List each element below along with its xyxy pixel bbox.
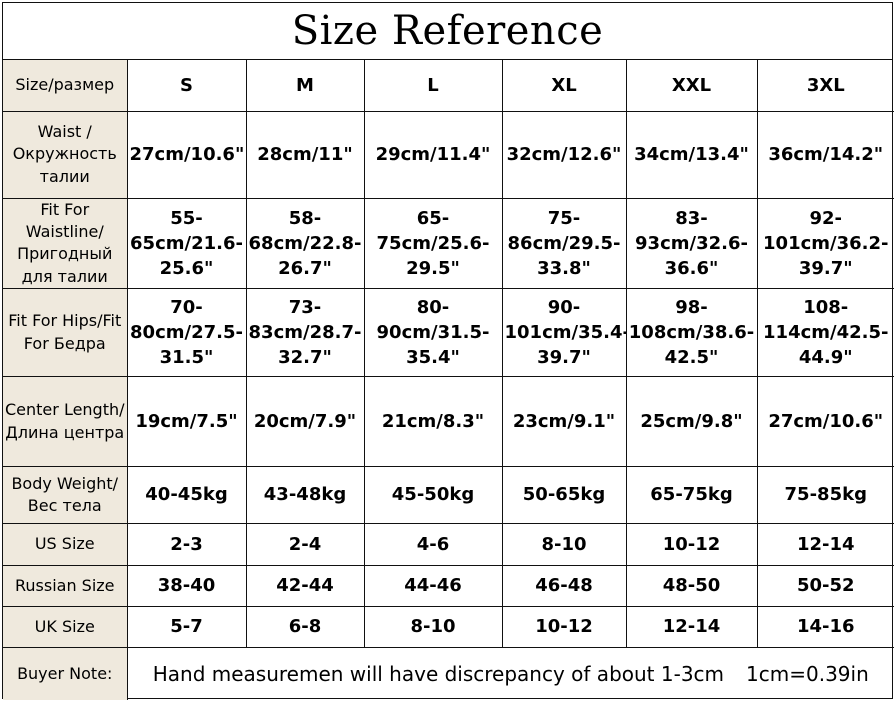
cell: 108-114cm/42.5-44.9" — [756, 288, 894, 378]
cell: 28cm/11" — [245, 110, 365, 199]
row-label-russian-size: Russian Size — [3, 565, 128, 608]
size-header-3xl: 3XL — [756, 60, 894, 112]
cell: 27cm/10.6" — [756, 376, 894, 468]
cell: 20cm/7.9" — [245, 376, 365, 468]
cell: 45-50kg — [363, 466, 503, 525]
cell: 27cm/10.6" — [126, 110, 247, 199]
cell: 21cm/8.3" — [363, 376, 503, 468]
cell: 29cm/11.4" — [363, 110, 503, 199]
chart-title: Size Reference — [3, 3, 892, 60]
cell: 10-12 — [625, 523, 758, 567]
table-row-us-size: US Size 2-3 2-4 4-6 8-10 10-12 12-14 — [3, 523, 894, 567]
table-row-buyer-note: Buyer Note: Hand measuremen will have di… — [3, 647, 894, 700]
cell: 25cm/9.8" — [625, 376, 758, 468]
size-table: Size/размер S M L XL XXL 3XL Waist /Окру… — [3, 60, 894, 700]
buyer-note: Hand measuremen will have discrepancy of… — [126, 647, 894, 700]
cell: 40-45kg — [126, 466, 247, 525]
cell: 8-10 — [363, 606, 503, 649]
table-row-center-length: Center Length/Длина центра 19cm/7.5" 20c… — [3, 376, 894, 468]
unit-conversion: 1cm=0.39in — [746, 661, 869, 686]
table-row-fit-hips: Fit For Hips/Fit For Бедра 70-80cm/27.5-… — [3, 288, 894, 378]
table-row-fit-waistline: Fit For Waistline/Пригодный для талии 55… — [3, 197, 894, 290]
cell: 8-10 — [501, 523, 627, 567]
cell: 46-48 — [501, 565, 627, 608]
buyer-note-text: Hand measuremen will have discrepancy of… — [152, 661, 725, 686]
row-label-uk-size: UK Size — [3, 606, 128, 649]
cell: 73-83cm/28.7-32.7" — [245, 288, 365, 378]
row-label-us-size: US Size — [3, 523, 128, 567]
cell: 2-3 — [126, 523, 247, 567]
cell: 44-46 — [363, 565, 503, 608]
cell: 2-4 — [245, 523, 365, 567]
cell: 43-48kg — [245, 466, 365, 525]
cell: 65-75cm/25.6-29.5" — [363, 197, 503, 290]
size-header-s: S — [126, 60, 247, 112]
cell: 34cm/13.4" — [625, 110, 758, 199]
cell: 6-8 — [245, 606, 365, 649]
cell: 50-52 — [756, 565, 894, 608]
row-label-fit-waistline: Fit For Waistline/Пригодный для талии — [3, 197, 128, 290]
cell: 65-75kg — [625, 466, 758, 525]
cell: 4-6 — [363, 523, 503, 567]
table-row-uk-size: UK Size 5-7 6-8 8-10 10-12 12-14 14-16 — [3, 606, 894, 649]
row-label-center-length: Center Length/Длина центра — [3, 376, 128, 468]
cell: 75-86cm/29.5-33.8" — [501, 197, 627, 290]
cell: 36cm/14.2" — [756, 110, 894, 199]
size-header-xxl: XXL — [625, 60, 758, 112]
cell: 90-101cm/35.4-39.7" — [501, 288, 627, 378]
cell: 19cm/7.5" — [126, 376, 247, 468]
table-row-waist: Waist /Окружность талии 27cm/10.6" 28cm/… — [3, 110, 894, 199]
cell: 14-16 — [756, 606, 894, 649]
cell: 55-65cm/21.6-25.6" — [126, 197, 247, 290]
row-label-waist: Waist /Окружность талии — [3, 110, 128, 199]
cell: 80-90cm/31.5-35.4" — [363, 288, 503, 378]
header-label: Size/размер — [3, 60, 128, 112]
cell: 5-7 — [126, 606, 247, 649]
cell: 23cm/9.1" — [501, 376, 627, 468]
cell: 10-12 — [501, 606, 627, 649]
size-header-m: M — [245, 60, 365, 112]
cell: 75-85kg — [756, 466, 894, 525]
cell: 48-50 — [625, 565, 758, 608]
size-header-l: L — [363, 60, 503, 112]
cell: 12-14 — [625, 606, 758, 649]
row-label-fit-hips: Fit For Hips/Fit For Бедра — [3, 288, 128, 378]
cell: 38-40 — [126, 565, 247, 608]
table-row-body-weight: Body Weight/Вес тела 40-45kg 43-48kg 45-… — [3, 466, 894, 525]
size-header-xl: XL — [501, 60, 627, 112]
row-label-body-weight: Body Weight/Вес тела — [3, 466, 128, 525]
cell: 92-101cm/36.2-39.7" — [756, 197, 894, 290]
cell: 83-93cm/32.6-36.6" — [625, 197, 758, 290]
cell: 42-44 — [245, 565, 365, 608]
cell: 58-68cm/22.8-26.7" — [245, 197, 365, 290]
table-row-russian-size: Russian Size 38-40 42-44 44-46 46-48 48-… — [3, 565, 894, 608]
header-row: Size/размер S M L XL XXL 3XL — [3, 60, 894, 112]
cell: 32cm/12.6" — [501, 110, 627, 199]
cell: 98-108cm/38.6-42.5" — [625, 288, 758, 378]
cell: 70-80cm/27.5-31.5" — [126, 288, 247, 378]
cell: 50-65kg — [501, 466, 627, 525]
buyer-note-label: Buyer Note: — [3, 647, 128, 700]
cell: 12-14 — [756, 523, 894, 567]
